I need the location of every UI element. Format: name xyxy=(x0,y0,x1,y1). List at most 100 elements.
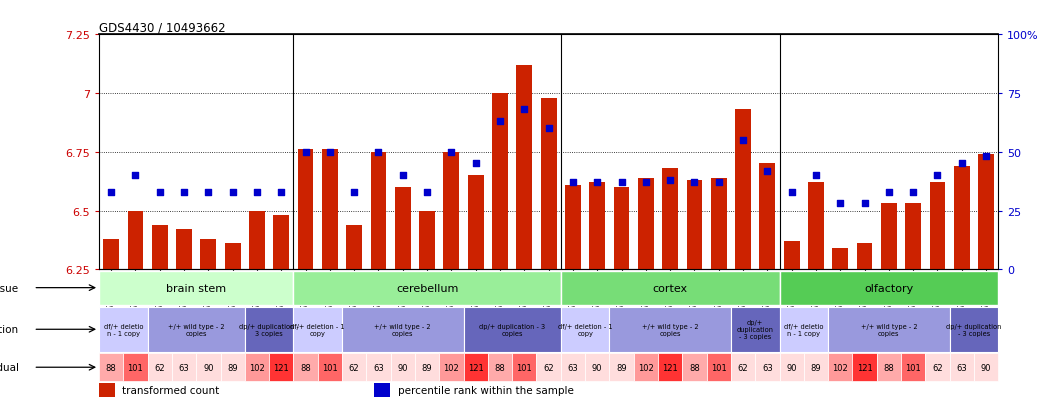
Text: 62: 62 xyxy=(738,363,748,372)
FancyBboxPatch shape xyxy=(561,307,610,352)
Point xyxy=(784,189,800,195)
FancyBboxPatch shape xyxy=(852,353,876,382)
Text: 88: 88 xyxy=(300,363,311,372)
Bar xyxy=(711,178,726,270)
Point xyxy=(880,189,897,195)
Text: dp/+
duplication
- 3 copies: dp/+ duplication - 3 copies xyxy=(737,320,774,339)
Text: +/+ wild type - 2
copies: +/+ wild type - 2 copies xyxy=(374,323,431,336)
Text: df/+ deletion - 1
copy: df/+ deletion - 1 copy xyxy=(557,323,613,336)
Bar xyxy=(346,225,362,270)
FancyBboxPatch shape xyxy=(610,307,730,352)
FancyBboxPatch shape xyxy=(730,307,779,352)
Text: +/+ wild type - 2
copies: +/+ wild type - 2 copies xyxy=(642,323,698,336)
FancyBboxPatch shape xyxy=(221,353,245,382)
Bar xyxy=(857,244,872,270)
Bar xyxy=(273,216,290,270)
Bar xyxy=(638,178,653,270)
Point xyxy=(151,189,168,195)
Text: 62: 62 xyxy=(154,363,165,372)
Text: dp/+ duplication
- 3 copies: dp/+ duplication - 3 copies xyxy=(946,323,1001,336)
Text: 101: 101 xyxy=(711,363,726,372)
Point xyxy=(662,177,678,184)
Text: tissue: tissue xyxy=(0,283,19,293)
Text: dp/+ duplication - 3
copies: dp/+ duplication - 3 copies xyxy=(479,323,545,336)
Point xyxy=(176,189,193,195)
FancyBboxPatch shape xyxy=(779,307,828,352)
Point xyxy=(419,189,436,195)
Text: df/+ deletio
n - 1 copy: df/+ deletio n - 1 copy xyxy=(784,323,823,336)
FancyBboxPatch shape xyxy=(901,353,925,382)
Text: 62: 62 xyxy=(543,363,554,372)
FancyBboxPatch shape xyxy=(367,353,391,382)
Point xyxy=(492,119,508,125)
FancyBboxPatch shape xyxy=(464,307,561,352)
Text: 63: 63 xyxy=(957,363,967,372)
Text: dp/+ duplication -
3 copies: dp/+ duplication - 3 copies xyxy=(240,323,299,336)
Bar xyxy=(200,239,217,270)
Point xyxy=(249,189,266,195)
Bar xyxy=(953,166,970,270)
Bar xyxy=(929,183,945,270)
Point xyxy=(541,126,557,132)
Text: 121: 121 xyxy=(857,363,872,372)
FancyBboxPatch shape xyxy=(294,271,561,305)
FancyBboxPatch shape xyxy=(440,353,464,382)
Bar xyxy=(176,230,192,270)
Text: transformed count: transformed count xyxy=(122,385,220,395)
Text: 101: 101 xyxy=(905,363,921,372)
Text: 63: 63 xyxy=(178,363,190,372)
FancyBboxPatch shape xyxy=(974,353,998,382)
FancyBboxPatch shape xyxy=(391,353,415,382)
Bar xyxy=(395,188,411,270)
Point xyxy=(370,149,387,156)
Text: 89: 89 xyxy=(422,363,432,372)
Bar xyxy=(833,249,848,270)
FancyBboxPatch shape xyxy=(561,271,779,305)
Point xyxy=(322,149,339,156)
Point xyxy=(565,180,581,186)
Point xyxy=(929,173,946,179)
Text: 102: 102 xyxy=(444,363,460,372)
Point xyxy=(200,189,217,195)
Text: 102: 102 xyxy=(638,363,653,372)
Bar xyxy=(517,66,532,270)
Bar xyxy=(152,225,168,270)
FancyBboxPatch shape xyxy=(537,353,561,382)
Point xyxy=(638,180,654,186)
FancyBboxPatch shape xyxy=(123,353,148,382)
FancyBboxPatch shape xyxy=(828,353,852,382)
FancyBboxPatch shape xyxy=(245,353,269,382)
FancyBboxPatch shape xyxy=(513,353,537,382)
FancyBboxPatch shape xyxy=(683,353,706,382)
FancyBboxPatch shape xyxy=(415,353,440,382)
Point xyxy=(977,154,994,160)
Text: 90: 90 xyxy=(981,363,991,372)
Text: 101: 101 xyxy=(517,363,532,372)
Point xyxy=(468,161,485,167)
FancyBboxPatch shape xyxy=(730,353,755,382)
FancyBboxPatch shape xyxy=(585,353,610,382)
Text: 89: 89 xyxy=(811,363,821,372)
Text: percentile rank within the sample: percentile rank within the sample xyxy=(398,385,573,395)
Text: +/+ wild type - 2
copies: +/+ wild type - 2 copies xyxy=(168,323,224,336)
Bar xyxy=(322,150,338,270)
Text: 88: 88 xyxy=(495,363,505,372)
FancyBboxPatch shape xyxy=(148,307,245,352)
Point xyxy=(953,161,970,167)
Bar xyxy=(371,152,387,270)
FancyBboxPatch shape xyxy=(99,353,123,382)
Text: cortex: cortex xyxy=(652,283,688,293)
FancyBboxPatch shape xyxy=(294,353,318,382)
Text: 63: 63 xyxy=(373,363,383,372)
Point xyxy=(857,201,873,207)
FancyBboxPatch shape xyxy=(196,353,221,382)
Bar xyxy=(808,183,824,270)
Bar xyxy=(249,211,265,270)
Text: genotype/variation: genotype/variation xyxy=(0,325,19,335)
FancyBboxPatch shape xyxy=(172,353,196,382)
Point xyxy=(443,149,460,156)
FancyBboxPatch shape xyxy=(755,353,779,382)
FancyBboxPatch shape xyxy=(949,353,974,382)
Text: 88: 88 xyxy=(884,363,894,372)
Text: 62: 62 xyxy=(349,363,359,372)
